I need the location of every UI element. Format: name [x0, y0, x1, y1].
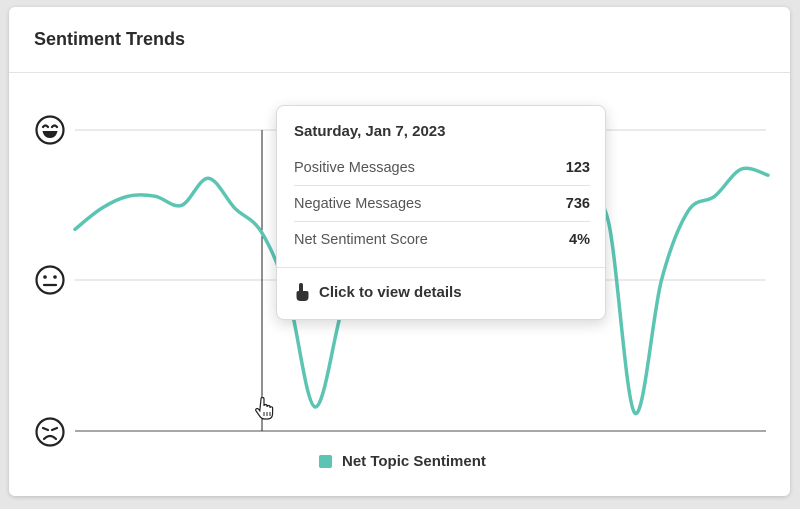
card-header: Sentiment Trends	[9, 7, 790, 73]
chart-tooltip: Saturday, Jan 7, 2023 Positive Messages …	[276, 105, 606, 320]
tooltip-row-value: 4%	[569, 232, 590, 248]
legend-swatch	[319, 455, 332, 468]
sad-face-icon	[35, 417, 65, 447]
tooltip-row-label: Positive Messages	[294, 159, 415, 176]
card-title: Sentiment Trends	[34, 29, 186, 49]
neutral-face-icon	[35, 265, 65, 295]
tooltip-divider	[277, 267, 605, 268]
view-details-label: Click to view details	[319, 283, 462, 301]
legend-label: Net Topic Sentiment	[342, 453, 486, 470]
tooltip-row-label: Net Sentiment Score	[294, 232, 428, 248]
hand-cursor-icon	[255, 397, 274, 420]
tooltip-row-value: 123	[565, 159, 590, 176]
tooltip-row-positive: Positive Messages 123	[294, 150, 590, 186]
sentiment-trends-card: Sentiment Trends Net Topic Sentiment Sat…	[9, 7, 790, 496]
chart-legend[interactable]: Net Topic Sentiment	[319, 453, 486, 470]
tooltip-row-negative: Negative Messages 736	[294, 186, 590, 222]
tooltip-row-value: 736	[565, 195, 590, 212]
tooltip-row-label: Negative Messages	[294, 195, 422, 212]
pointer-hand-icon	[296, 283, 309, 301]
tooltip-date: Saturday, Jan 7, 2023	[294, 123, 446, 140]
tooltip-row-net-score: Net Sentiment Score 4%	[294, 222, 590, 258]
view-details-link[interactable]: Click to view details	[294, 282, 462, 302]
happy-face-icon	[35, 115, 65, 145]
